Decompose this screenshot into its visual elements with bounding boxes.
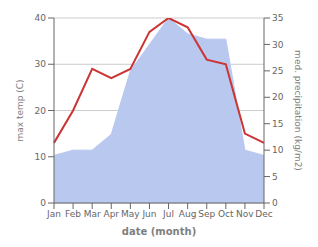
svg-text:30: 30 [35,59,47,69]
svg-text:Nov: Nov [236,209,254,219]
svg-text:date (month): date (month) [122,226,196,237]
svg-text:Sep: Sep [198,209,215,219]
svg-text:5: 5 [272,172,278,182]
svg-text:20: 20 [35,106,47,116]
svg-text:Jun: Jun [141,209,156,219]
svg-text:Aug: Aug [179,209,197,219]
svg-text:Jan: Jan [46,209,61,219]
svg-text:30: 30 [272,40,284,50]
svg-text:15: 15 [272,119,283,129]
svg-text:Jul: Jul [162,209,174,219]
svg-text:35: 35 [272,13,283,23]
svg-text:max temp (C): max temp (C) [15,79,25,141]
svg-text:Apr: Apr [103,209,119,219]
svg-text:25: 25 [272,66,283,76]
svg-text:May: May [121,209,140,219]
svg-text:Feb: Feb [65,209,81,219]
svg-text:10: 10 [35,152,47,162]
svg-text:Mar: Mar [84,209,101,219]
svg-text:10: 10 [272,145,284,155]
svg-text:Oct: Oct [218,209,234,219]
svg-text:0: 0 [272,198,278,208]
svg-text:med. precipitation (kg/m2): med. precipitation (kg/m2) [293,50,303,171]
svg-text:Dec: Dec [255,209,272,219]
svg-text:0: 0 [40,198,46,208]
svg-text:40: 40 [35,13,47,23]
svg-text:20: 20 [272,92,284,102]
